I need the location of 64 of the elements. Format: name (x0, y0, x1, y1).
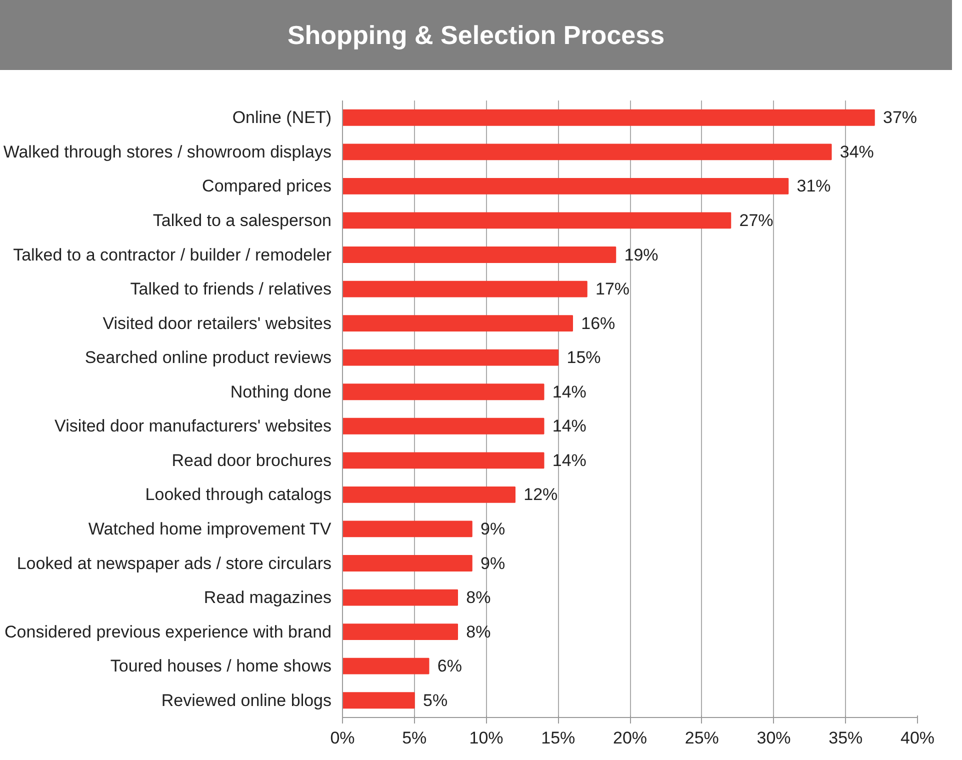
bar (342, 658, 430, 674)
bar (342, 178, 789, 194)
x-tick-label: 30% (756, 728, 791, 748)
y-tick-label: Talked to a salesperson (152, 210, 332, 230)
x-tick-label: 10% (469, 728, 504, 748)
y-tick-label: Read magazines (204, 588, 332, 608)
x-tick-label: 15% (541, 728, 576, 748)
bar (342, 109, 875, 126)
data-label: 17% (596, 280, 630, 299)
x-tick-label: 0% (330, 728, 355, 748)
bar (342, 624, 458, 640)
y-tick-label: Watched home improvement TV (88, 519, 332, 538)
x-tick-label: 25% (684, 728, 719, 748)
y-tick-label: Looked at newspaper ads / store circulars (16, 554, 332, 573)
data-label: 37% (883, 108, 918, 128)
y-tick-label: Reviewed online blogs (161, 690, 332, 710)
bar (342, 384, 544, 400)
data-label: 19% (624, 245, 658, 264)
bar (342, 486, 516, 503)
bar (342, 452, 544, 469)
data-label: 8% (466, 588, 491, 608)
x-tick-label: 5% (402, 728, 427, 748)
data-label: 34% (840, 142, 874, 162)
bar (342, 144, 832, 160)
x-tick-label: 20% (612, 728, 648, 748)
data-label: 27% (739, 210, 774, 230)
bar (342, 520, 472, 538)
bar (342, 349, 559, 366)
data-label: 15% (566, 348, 601, 368)
y-tick-label: Toured houses / home shows (110, 656, 332, 676)
y-tick-label: Read door brochures (172, 450, 332, 470)
x-tick-label: 35% (828, 728, 863, 748)
bar (342, 315, 573, 332)
bar (342, 555, 472, 572)
bar (342, 280, 588, 298)
y-tick-label: Visited door manufacturers' websites (54, 416, 332, 436)
y-tick-label: Considered previous experience with brand (4, 622, 332, 642)
data-label: 14% (552, 416, 586, 436)
data-label: 9% (480, 554, 506, 573)
bar (342, 418, 544, 434)
data-label: 14% (552, 382, 586, 402)
bar (342, 589, 458, 606)
data-label: 14% (552, 450, 586, 470)
y-tick-label: Walked through stores / showroom displays (3, 142, 332, 162)
y-tick-label: Talked to friends / relatives (130, 280, 332, 299)
y-tick-label: Talked to a contractor / builder / remodeler (13, 245, 332, 264)
data-label: 31% (796, 176, 831, 196)
bar (342, 212, 732, 229)
bar (342, 246, 616, 263)
data-label: 16% (581, 314, 616, 333)
y-tick-label: Searched online product reviews (84, 348, 332, 368)
bar (342, 692, 415, 709)
data-label: 12% (524, 485, 558, 504)
x-tick-label: 40% (900, 728, 935, 748)
y-tick-label: Nothing done (230, 382, 332, 402)
data-label: 6% (437, 656, 462, 676)
data-label: 8% (466, 622, 491, 642)
chart-title: Shopping & Selection Process (287, 19, 665, 52)
y-tick-label: Visited door retailers' websites (102, 314, 332, 333)
y-tick-label: Online (NET) (232, 108, 332, 128)
y-tick-label: Compared prices (202, 176, 332, 196)
data-label: 9% (480, 519, 506, 538)
y-tick-label: Looked through catalogs (145, 485, 332, 504)
data-label: 5% (423, 690, 448, 710)
